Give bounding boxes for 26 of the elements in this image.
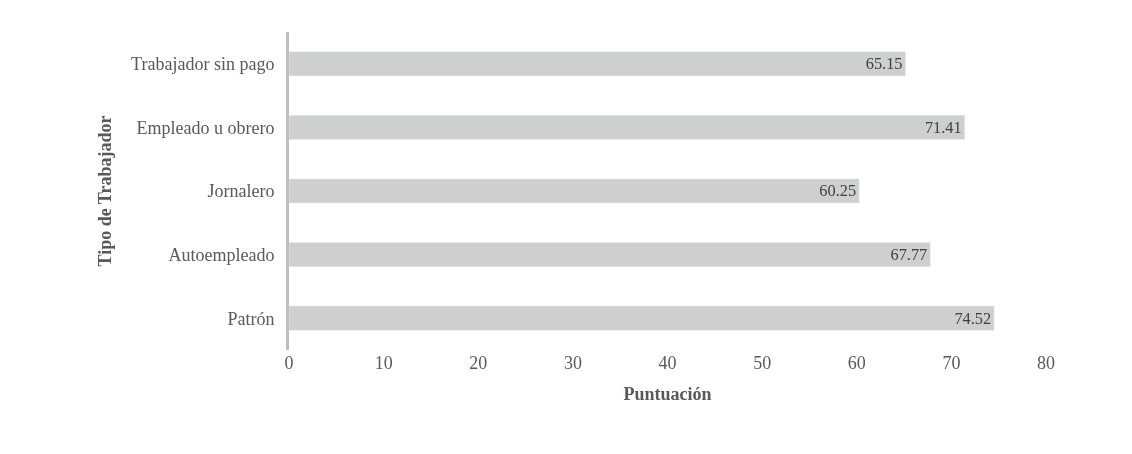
x-tick-label: 70 [942,353,961,373]
x-tick-label: 80 [1037,353,1055,373]
data-label: 60.25 [819,181,857,201]
data-label: 71.41 [924,117,962,137]
x-tick-label: 30 [563,353,582,373]
x-tick-label: 10 [374,353,393,373]
y-tick-label: Patrón [227,308,275,329]
x-tick-label: 50 [753,353,772,373]
bar [289,51,906,77]
x-tick-label: 20 [469,353,488,373]
bar [289,242,931,267]
y-tick-label: Empleado u obrero [136,117,275,138]
x-axis-title: Puntuación [623,384,712,405]
x-tick-label: 60 [847,353,866,373]
bar [289,115,965,140]
y-tick-label: Trabajador sin pago [131,54,275,75]
data-label: 67.77 [890,245,928,265]
bar [289,305,995,331]
y-tick-label: Autoempleado [168,244,275,265]
data-label: 74.52 [954,308,992,328]
y-tick-label: Jornalero [207,181,275,202]
data-label: 65.15 [865,54,903,74]
y-axis-title: Tipo de Trabajador [95,115,116,267]
x-tick-label: 40 [658,353,677,373]
x-tick-label: 0 [284,353,294,373]
bar [289,178,860,204]
